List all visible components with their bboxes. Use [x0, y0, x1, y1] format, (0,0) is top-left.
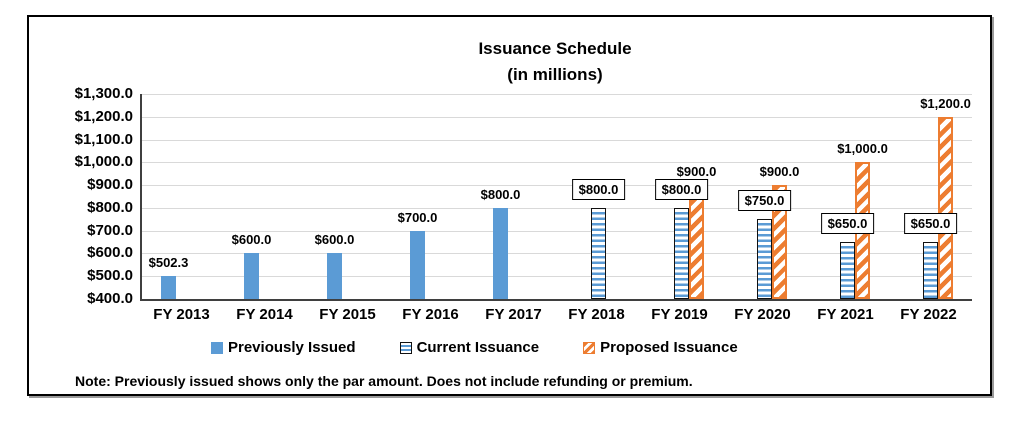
- solid-blue-swatch-icon: [211, 341, 223, 354]
- gridline: [142, 230, 972, 232]
- data-label: $650.0: [820, 213, 875, 235]
- chart-title-line1: Issuance Schedule: [478, 39, 632, 58]
- x-tick-label: FY 2019: [651, 306, 708, 323]
- bar-current-issuance: [674, 207, 689, 299]
- x-tick-label: FY 2018: [568, 306, 625, 323]
- chart-outer-border: [27, 15, 992, 396]
- x-tick-label: FY 2013: [153, 306, 210, 323]
- chart-title: Issuance Schedule (in millions): [140, 36, 970, 88]
- plot-area: $502.3 $600.0 $600.0 $700.0 $800.0 $800.0 $800…: [140, 94, 972, 301]
- bar-proposed-issuance: [938, 116, 953, 299]
- bar-previously-issued: [327, 253, 342, 299]
- data-label: $700.0: [397, 209, 438, 225]
- data-label: $600.0: [314, 232, 355, 248]
- y-tick-label: $1,300.0: [74, 85, 133, 102]
- data-label: $600.0: [231, 232, 272, 248]
- x-tick-label: FY 2015: [319, 306, 376, 323]
- y-tick-label: $600.0: [87, 244, 133, 262]
- gridline: [142, 94, 972, 95]
- bar-previously-issued: [161, 275, 176, 299]
- gridline: [142, 162, 972, 164]
- data-label: $800.0: [654, 178, 709, 200]
- data-label: $1,000.0: [837, 141, 888, 157]
- gridline: [142, 185, 972, 187]
- note-text: Note: Previously issued shows only the p…: [75, 373, 693, 389]
- legend-label: Proposed Issuance: [600, 339, 738, 356]
- data-label: $800.0: [571, 178, 626, 200]
- x-axis: FY 2013 FY 2014 FY 2015 FY 2016 FY 2017 FY 20…: [140, 306, 970, 323]
- gridline: [142, 207, 972, 209]
- gridline: [142, 116, 972, 118]
- diagonal-orange-swatch-icon: [583, 341, 596, 354]
- bar-current-issuance: [923, 242, 938, 299]
- legend-item-current-issuance: Current Issuance: [399, 339, 540, 356]
- y-tick-label: $700.0: [87, 221, 133, 239]
- y-tick-label: $1,100.0: [74, 130, 133, 148]
- striped-blue-swatch-icon: [399, 341, 412, 354]
- x-tick-label: FY 2021: [817, 306, 874, 323]
- data-label: $800.0: [480, 186, 521, 202]
- bar-current-issuance: [591, 207, 606, 299]
- y-axis: $400.0 $500.0 $600.0 $700.0 $800.0 $900.0 $1,0…: [30, 85, 133, 307]
- y-tick-label: $900.0: [87, 176, 133, 194]
- legend-item-previously-issued: Previously Issued: [211, 339, 356, 356]
- x-tick-label: FY 2014: [236, 306, 293, 323]
- y-tick-label: $500.0: [87, 267, 133, 285]
- y-tick-label: $1,200.0: [74, 107, 133, 125]
- bar-previously-issued: [410, 230, 425, 299]
- gridline: [142, 276, 972, 278]
- legend-label: Previously Issued: [228, 339, 356, 356]
- chart-title-line2: (in millions): [507, 65, 603, 84]
- bar-proposed-issuance: [772, 185, 787, 299]
- x-tick-label: FY 2017: [485, 306, 542, 323]
- x-tick-label: FY 2020: [734, 306, 791, 323]
- legend-item-proposed-issuance: Proposed Issuance: [583, 339, 738, 356]
- data-label: $900.0: [759, 164, 800, 180]
- x-tick-label: FY 2016: [402, 306, 459, 323]
- legend: Previously Issued Current Issuance Propose…: [211, 339, 738, 356]
- y-tick-label: $1,000.0: [74, 153, 133, 171]
- data-label: $750.0: [737, 190, 792, 212]
- bar-current-issuance: [840, 242, 855, 299]
- bar-current-issuance: [757, 219, 772, 299]
- x-tick-label: FY 2022: [900, 306, 957, 323]
- data-label: $900.0: [676, 164, 717, 180]
- data-label: $650.0: [903, 213, 958, 235]
- legend-label: Current Issuance: [416, 339, 540, 356]
- data-label: $502.3: [148, 254, 189, 270]
- bar-previously-issued: [244, 253, 259, 299]
- bar-proposed-issuance: [689, 185, 704, 299]
- y-tick-label: $400.0: [87, 290, 133, 307]
- gridline: [142, 253, 972, 255]
- y-tick-label: $800.0: [87, 198, 133, 216]
- data-label: $1,200.0: [920, 95, 971, 111]
- gridline: [142, 139, 972, 141]
- bar-previously-issued: [493, 207, 508, 299]
